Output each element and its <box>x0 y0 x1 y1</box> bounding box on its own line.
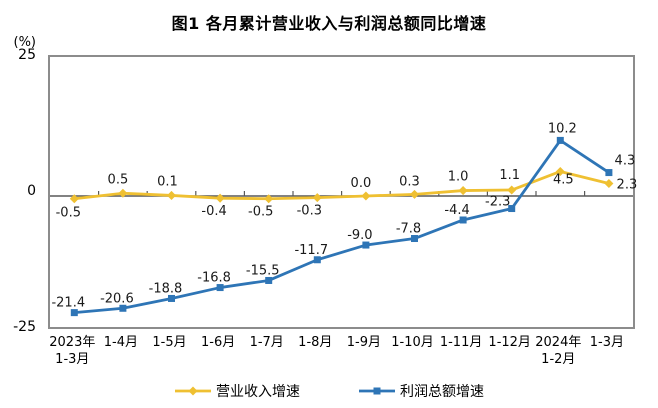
profit-growth-line <box>72 139 611 315</box>
plot-area: -0.5 0.5 0.1 -0.4 -0.5 -0.3 0.0 0.3 1.0 1.1 4.5 2.3… <box>48 55 637 329</box>
revenue-growth-legend-label: 营业收入增速 <box>216 384 300 400</box>
profit-growth-value-label: -20.6 <box>100 291 134 306</box>
y-axis-unit-label: (%) <box>13 35 37 50</box>
x-axis-category-label: 1-10月 <box>391 335 434 350</box>
x-axis-category-label: 1-6月 <box>200 335 236 350</box>
profit-growth-value-label: -4.4 <box>444 203 469 218</box>
revenue-growth-marker <box>604 178 614 188</box>
revenue-growth-marker <box>312 193 322 203</box>
profit-growth-marker <box>508 205 516 213</box>
revenue-growth-value-label: 0.0 <box>351 176 372 191</box>
revenue-growth-value-label: 4.5 <box>553 172 574 187</box>
profit-growth-marker <box>168 294 175 302</box>
x-axis-category-label: 2024年 1-2月 <box>535 335 582 367</box>
revenue-growth-line <box>72 170 611 201</box>
x-axis-category-label: 1-7月 <box>249 335 284 350</box>
profit-growth-value-label: 10.2 <box>548 121 577 136</box>
revenue-growth-legend-marker-icon <box>175 386 211 396</box>
x-axis-category-label: 1-11月 <box>439 335 483 350</box>
x-axis-category-label: 1-12月 <box>488 335 531 350</box>
revenue-growth-value-label: -0.5 <box>248 205 273 220</box>
x-axis-category-label: 1-9月 <box>346 335 382 350</box>
profit-growth-value-label: -15.5 <box>246 263 280 278</box>
y-axis-tick-label: 25 <box>18 46 36 63</box>
revenue-growth-value-label: 1.1 <box>499 168 520 183</box>
profit-growth-marker <box>411 235 418 243</box>
profit-growth-marker <box>265 276 273 284</box>
x-axis-category-label: 1-5月 <box>152 335 187 350</box>
revenue-growth-marker <box>215 193 225 203</box>
profit-growth-value-label: -21.4 <box>51 296 85 311</box>
profit-growth-legend-marker-icon <box>359 387 395 395</box>
profit-growth-marker <box>313 256 321 264</box>
profit-growth-marker <box>362 241 370 249</box>
legend-item-profit-growth: 利润总额增速 <box>358 381 484 401</box>
revenue-growth-value-label: -0.3 <box>297 204 322 219</box>
legend-item-revenue-growth: 营业收入增速 <box>174 381 300 401</box>
profit-growth-value-label: -9.0 <box>347 228 372 243</box>
chart-title: 图1 各月累计营业收入与利润总额同比增速 <box>171 14 487 33</box>
revenue-growth-marker <box>118 188 128 198</box>
profit-growth-marker <box>119 304 127 312</box>
y-axis-tick-label: -25 <box>13 319 36 336</box>
profit-growth-value-label: -16.8 <box>197 271 231 286</box>
profit-growth-marker <box>70 309 78 317</box>
revenue-growth-value-label: 2.3 <box>617 177 638 192</box>
revenue-growth-value-label: -0.4 <box>201 204 226 219</box>
y-axis-tick-label: 0 <box>27 183 36 199</box>
revenue-growth-marker <box>361 191 371 201</box>
profit-growth-value-label: -2.3 <box>485 195 510 210</box>
profit-growth-value-label: -11.7 <box>294 243 328 258</box>
legend: 营业收入增速 利润总额增速 <box>0 380 658 402</box>
x-axis: 2023年 1-3月 1-4月 1-5月 1-6月 1-7月 1-8月 1-9月 1-10月 1… <box>48 334 631 374</box>
revenue-growth-value-label: 1.0 <box>448 170 469 185</box>
chart-canvas: -0.5 0.5 0.1 -0.4 -0.5 -0.3 0.0 0.3 1.0 1.1 4.5 2.3… <box>50 121 637 317</box>
x-axis-category-label: 2023年 1-3月 <box>49 335 96 367</box>
profit-growth-value-label: -7.8 <box>396 222 421 237</box>
x-axis-category-label: 1-4月 <box>103 335 139 350</box>
profit-growth-value-label: -18.8 <box>149 281 183 296</box>
x-axis-category-label: 1-8月 <box>298 335 333 350</box>
profit-growth-marker <box>556 136 564 144</box>
revenue-growth-marker <box>409 189 420 199</box>
profit-growth-marker <box>459 216 467 224</box>
revenue-growth-value-label: 0.5 <box>108 172 129 187</box>
revenue-growth-value-label: -0.5 <box>56 206 81 221</box>
revenue-growth-marker <box>166 190 177 200</box>
profit-growth-legend-label: 利润总额增速 <box>400 384 484 400</box>
revenue-growth-value-label: 0.1 <box>157 174 178 189</box>
profit-growth-marker <box>605 169 613 177</box>
x-axis-category-label: 1-3月 <box>589 335 625 350</box>
revenue-growth-marker <box>507 185 517 195</box>
revenue-growth-marker <box>458 186 468 196</box>
profit-growth-marker <box>216 284 224 292</box>
profit-growth-value-label: 4.3 <box>615 154 636 169</box>
revenue-growth-value-label: 0.3 <box>399 174 420 189</box>
